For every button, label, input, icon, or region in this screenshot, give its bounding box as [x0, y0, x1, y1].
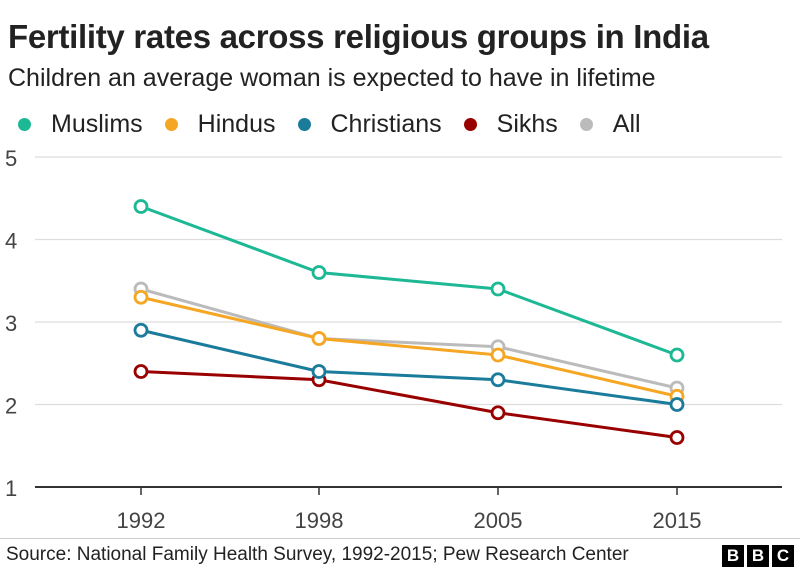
y-tick-label: 2 — [5, 394, 17, 419]
chart-subtitle: Children an average woman is expected to… — [8, 64, 656, 92]
legend-item-all: All — [579, 110, 641, 139]
data-point-muslims — [311, 265, 327, 280]
data-point-christians — [133, 322, 149, 338]
bbc-logo-letter: B — [747, 545, 769, 567]
series-line-christians — [140, 328, 678, 406]
legend-item-christians: Christians — [297, 110, 442, 139]
legend: Muslims Hindus Christians Sikhs All — [18, 110, 663, 139]
x-tick-label: 2005 — [474, 508, 523, 533]
data-point-hindus — [490, 347, 506, 363]
legend-marker-icon — [297, 118, 311, 131]
bbc-logo-letter: B — [722, 545, 744, 567]
bbc-logo: B B C — [719, 545, 794, 567]
legend-marker-icon — [579, 118, 593, 131]
bbc-logo-letter: C — [772, 545, 794, 567]
legend-label: Christians — [330, 110, 442, 138]
footer: Source: National Family Health Survey, 1… — [0, 538, 800, 567]
data-point-sikhs — [490, 405, 506, 421]
y-tick-label: 4 — [5, 229, 17, 254]
data-point-sikhs — [133, 364, 149, 379]
chart-title: Fertility rates across religious groups … — [8, 18, 709, 55]
x-tick-label: 2015 — [653, 508, 702, 533]
y-tick-label: 5 — [5, 146, 17, 171]
data-point-christians — [311, 364, 327, 379]
legend-item-muslims: Muslims — [18, 110, 143, 139]
series-line-all — [140, 287, 678, 390]
legend-marker-icon — [18, 118, 31, 131]
source-text: Source: National Family Health Survey, 1… — [6, 544, 629, 565]
data-point-hindus — [133, 289, 149, 305]
series-line-muslims — [140, 205, 678, 357]
series-line-hindus — [140, 295, 678, 398]
legend-marker-icon — [164, 118, 178, 131]
line-chart: 1 2 3 4 5 1992 1998 2005 2015 — [5, 146, 782, 533]
data-point-sikhs — [669, 430, 685, 445]
data-point-christians — [490, 372, 506, 388]
legend-label: Hindus — [197, 110, 276, 138]
data-point-muslims — [133, 199, 149, 214]
legend-label: Sikhs — [496, 110, 558, 138]
legend-item-sikhs: Sikhs — [463, 110, 558, 139]
x-tick-label: 1992 — [117, 508, 166, 533]
legend-item-hindus: Hindus — [164, 110, 276, 139]
y-tick-label: 3 — [5, 311, 17, 336]
legend-label: All — [612, 110, 641, 138]
x-tick-label: 1998 — [295, 508, 344, 533]
data-point-muslims — [490, 281, 506, 297]
y-tick-label: 1 — [5, 476, 17, 501]
legend-label: Muslims — [51, 110, 143, 138]
data-point-hindus — [311, 331, 327, 346]
data-point-muslims — [669, 347, 685, 363]
legend-marker-icon — [463, 118, 477, 131]
series-line-sikhs — [140, 370, 678, 439]
data-point-christians — [669, 397, 685, 412]
